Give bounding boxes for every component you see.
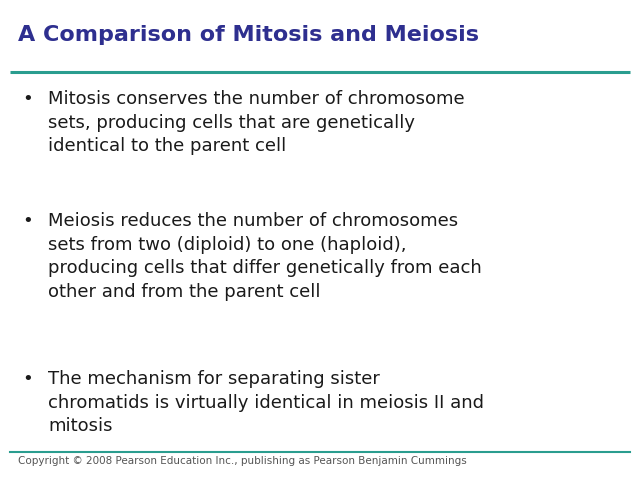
Text: Copyright © 2008 Pearson Education Inc., publishing as Pearson Benjamin Cummings: Copyright © 2008 Pearson Education Inc.,… <box>18 456 467 466</box>
Text: •: • <box>22 212 33 230</box>
Text: Meiosis reduces the number of chromosomes
sets from two (diploid) to one (haploi: Meiosis reduces the number of chromosome… <box>48 212 482 301</box>
Text: The mechanism for separating sister
chromatids is virtually identical in meiosis: The mechanism for separating sister chro… <box>48 370 484 435</box>
Text: Mitosis conserves the number of chromosome
sets, producing cells that are geneti: Mitosis conserves the number of chromoso… <box>48 90 465 155</box>
Text: •: • <box>22 370 33 388</box>
Text: •: • <box>22 90 33 108</box>
Text: A Comparison of Mitosis and Meiosis: A Comparison of Mitosis and Meiosis <box>18 25 479 45</box>
